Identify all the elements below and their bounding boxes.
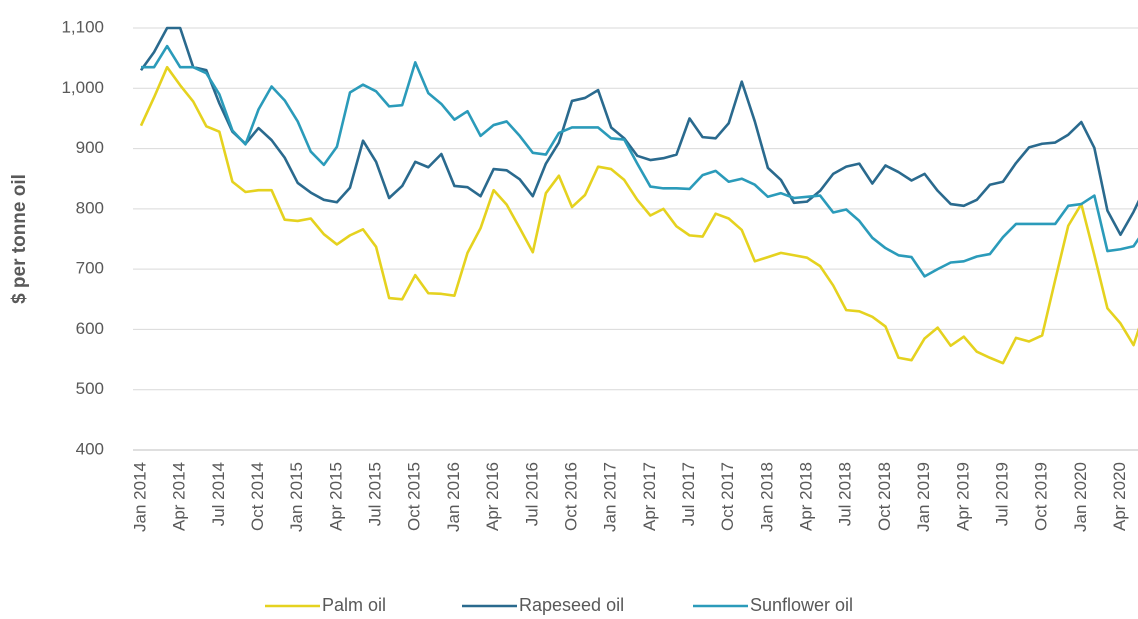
- x-tick-label: Apr 2020: [1110, 462, 1129, 531]
- x-tick-label: Jul 2016: [522, 462, 541, 526]
- x-tick-label: Oct 2016: [561, 462, 580, 531]
- x-tick-label: Oct 2019: [1032, 462, 1051, 531]
- x-tick-label: Jan 2020: [1071, 462, 1090, 532]
- x-tick-label: Oct 2014: [248, 462, 267, 531]
- data-line: [141, 44, 1138, 278]
- x-tick-label: Jan 2019: [914, 462, 933, 532]
- x-tick-label: Apr 2015: [326, 462, 345, 531]
- legend-label: Rapeseed oil: [519, 595, 624, 615]
- y-tick-label: 600: [76, 319, 104, 338]
- x-tick-label: Oct 2017: [718, 462, 737, 531]
- legend-label: Palm oil: [322, 595, 386, 615]
- x-tick-label: Jan 2018: [757, 462, 776, 532]
- y-tick-label: 900: [76, 138, 104, 157]
- data-line: [139, 26, 1138, 237]
- data-line: [139, 65, 1138, 365]
- y-tick-label: 1,100: [61, 17, 104, 36]
- y-tick-label: 800: [76, 198, 104, 217]
- y-axis-title: $ per tonne oil: [9, 174, 30, 304]
- y-tick-label: 1,000: [61, 78, 104, 97]
- x-tick-label: Apr 2014: [170, 462, 189, 531]
- x-tick-label: Apr 2019: [953, 462, 972, 531]
- y-tick-label: 400: [76, 439, 104, 458]
- legend-label: Sunflower oil: [750, 595, 853, 615]
- x-tick-label: Jan 2017: [601, 462, 620, 532]
- x-tick-label: Apr 2016: [483, 462, 502, 531]
- y-tick-label: 700: [76, 259, 104, 278]
- x-tick-label: Jul 2014: [209, 462, 228, 526]
- x-tick-label: Jan 2015: [287, 462, 306, 532]
- x-tick-label: Jul 2015: [366, 462, 385, 526]
- plot-area: [139, 26, 1138, 365]
- x-tick-label: Apr 2018: [797, 462, 816, 531]
- x-tick-label: Jul 2019: [992, 462, 1011, 526]
- x-tick-label: Apr 2017: [640, 462, 659, 531]
- x-tick-label: Jan 2014: [130, 462, 149, 532]
- x-tick-label: Jul 2017: [679, 462, 698, 526]
- x-tick-label: Jul 2018: [836, 462, 855, 526]
- x-tick-label: Oct 2018: [875, 462, 894, 531]
- y-tick-label: 500: [76, 379, 104, 398]
- x-tick-label: Jan 2016: [444, 462, 463, 532]
- x-tick-label: Oct 2015: [405, 462, 424, 531]
